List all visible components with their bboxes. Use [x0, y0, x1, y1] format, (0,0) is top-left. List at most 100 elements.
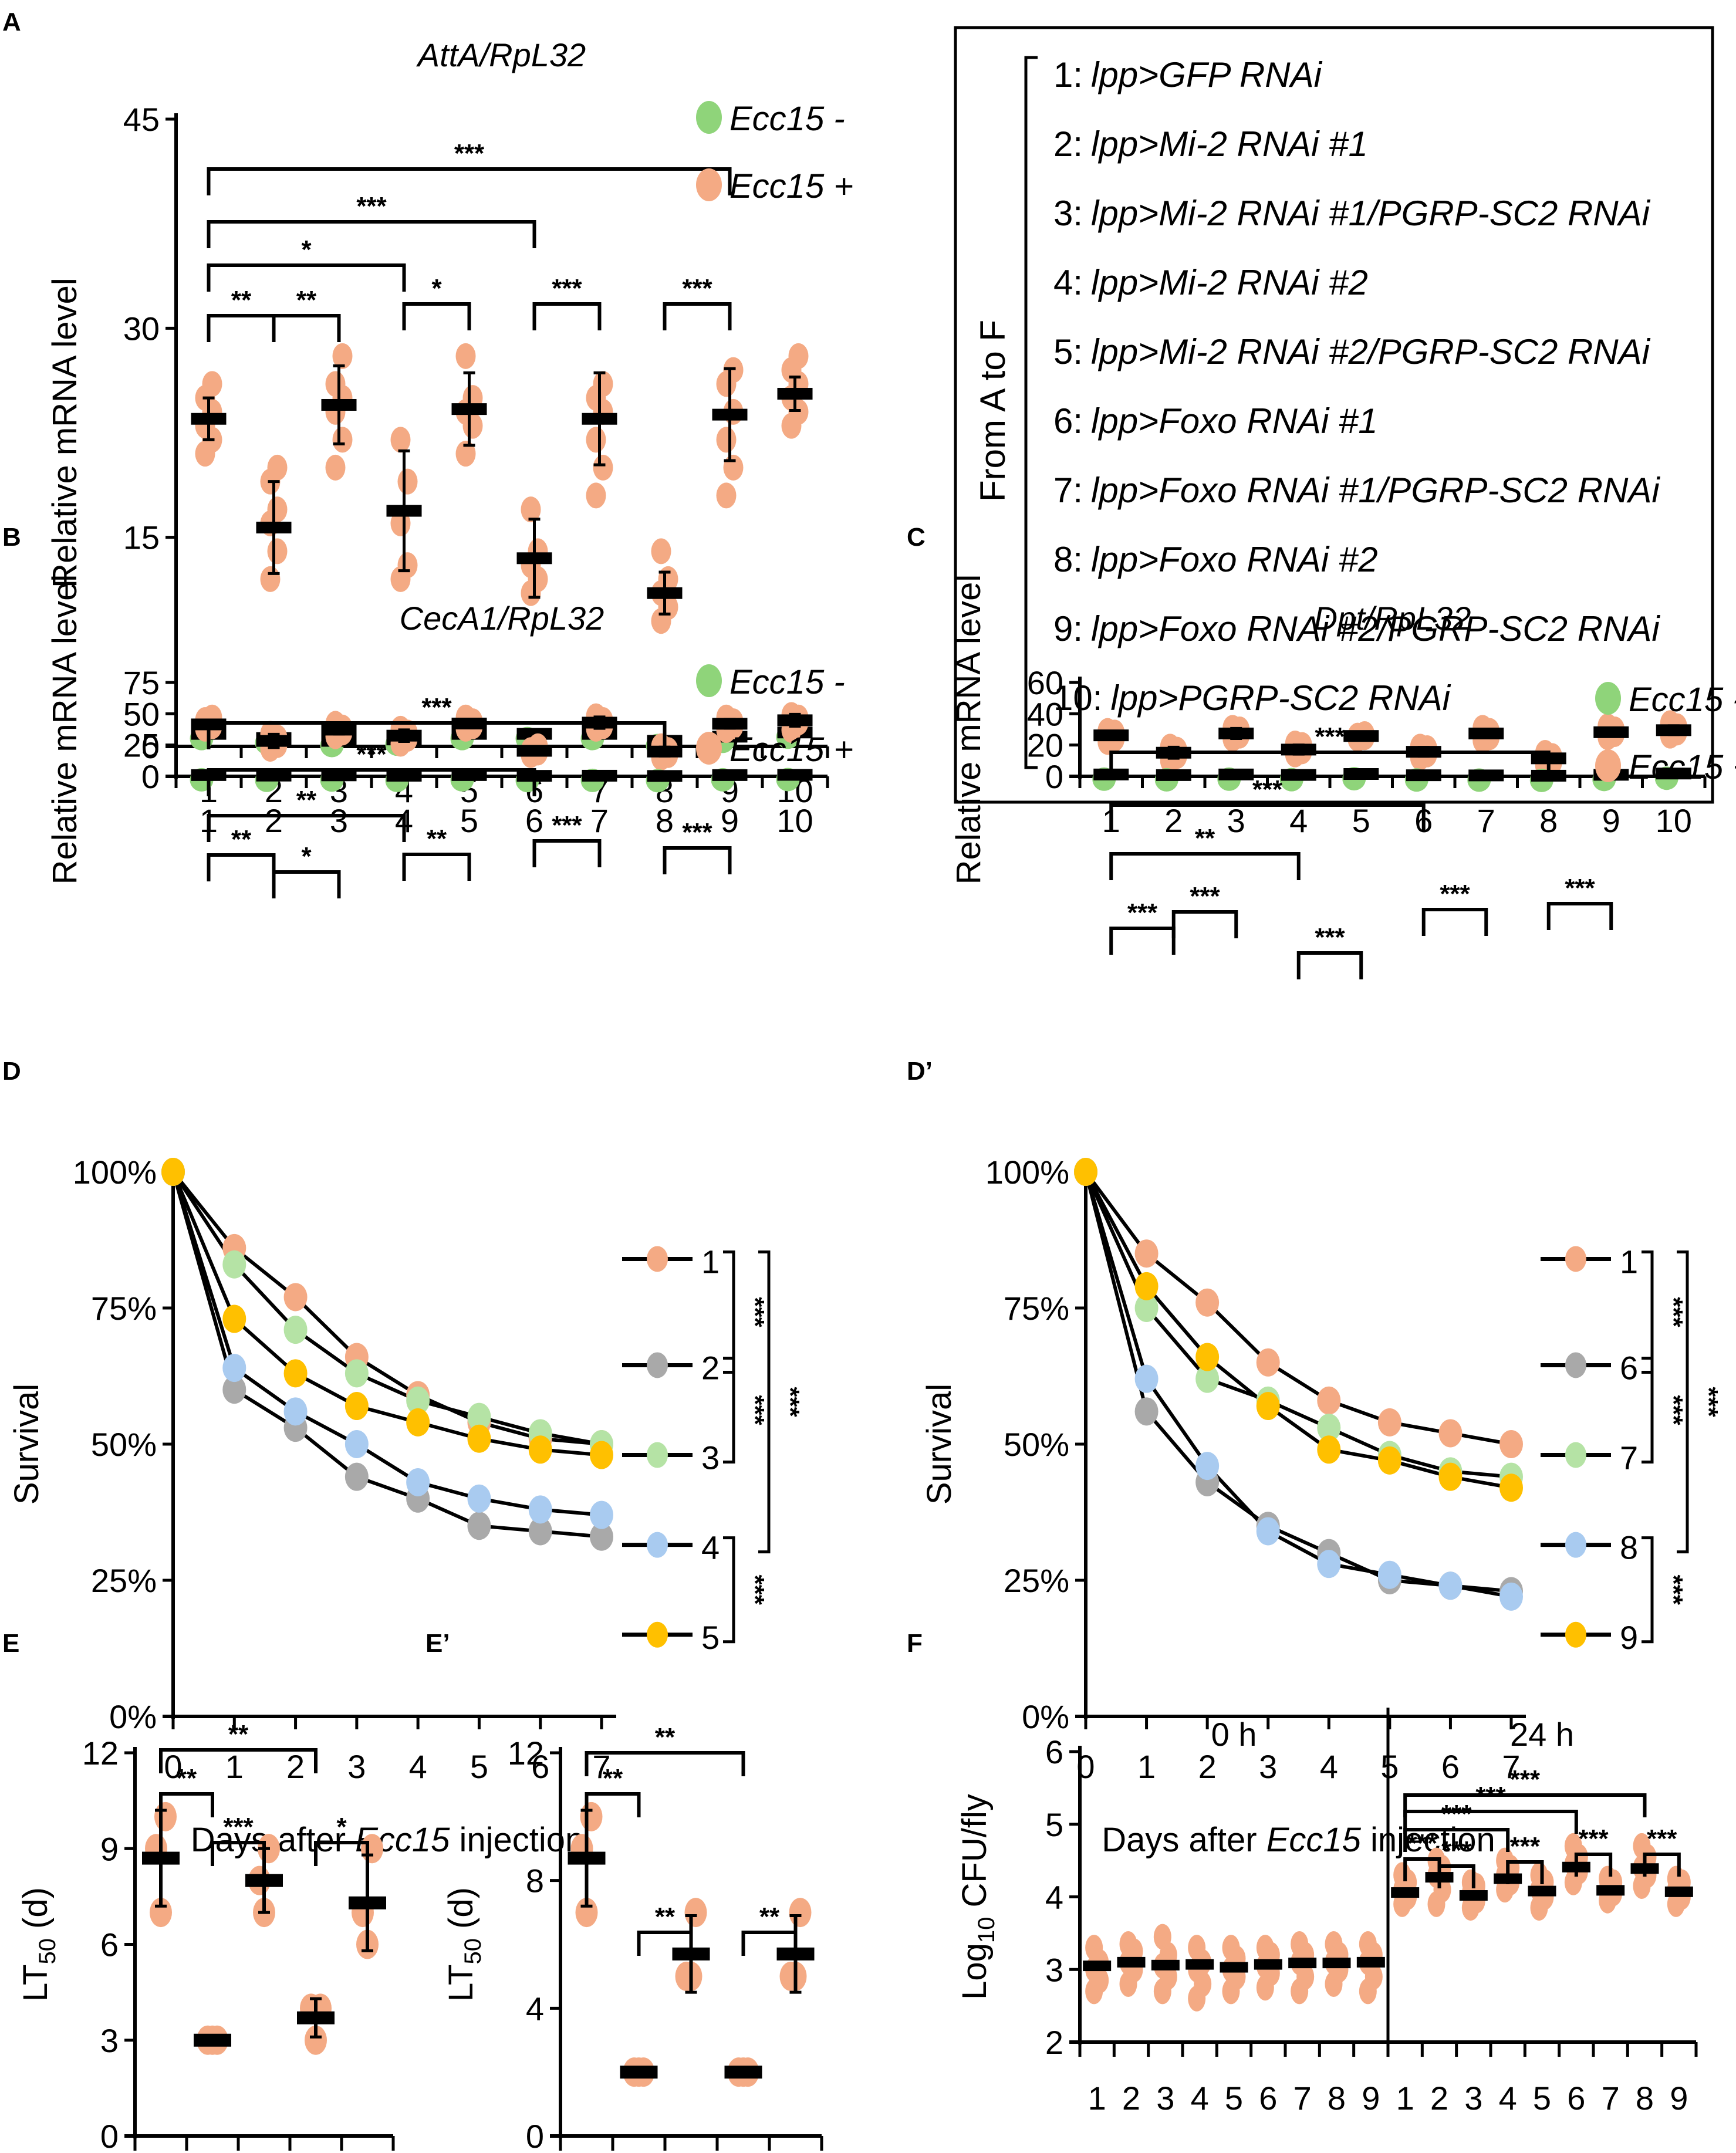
mean-bar-ecc15-plus — [1218, 727, 1254, 739]
data-point-series-8 — [1134, 1364, 1159, 1393]
data-point-series-1 — [1438, 1419, 1463, 1448]
data-point-series-5 — [467, 1424, 491, 1453]
significance-bracket — [663, 846, 732, 874]
mean-bar-ecc15-plus — [386, 729, 422, 742]
data-point-ecc15-plus — [788, 343, 809, 369]
x-axis-title-part: Days after — [1102, 1821, 1266, 1859]
key-entry-genotype: lpp>Foxo RNAi #2 — [1091, 540, 1378, 579]
data-point-series-3 — [467, 1402, 491, 1431]
data-point — [1393, 1862, 1411, 1888]
key-entry-genotype: lpp>Mi-2 RNAi #1 — [1091, 124, 1368, 164]
key-entry: 8: lpp>Foxo RNAi #2 — [1053, 540, 1378, 579]
significance-bracket — [585, 1792, 641, 1817]
legend-marker-ecc15-plus — [696, 732, 722, 765]
significance-bracket — [207, 853, 276, 881]
key-entry: 6: lpp>Foxo RNAi #1 — [1053, 401, 1378, 441]
significance-bracket — [1642, 1536, 1654, 1644]
data-point — [1564, 1833, 1582, 1859]
x-tick-label: 5 — [1533, 2080, 1551, 2117]
significance-label: *** — [741, 1297, 769, 1327]
significance-bracket — [272, 314, 341, 342]
significance-bracket — [1506, 1860, 1544, 1884]
x-tick-label: 1 — [1396, 2080, 1414, 2117]
significance-bracket — [207, 814, 406, 842]
x-tick-label: 9 — [1602, 802, 1620, 839]
significance-label: *** — [1475, 1782, 1506, 1810]
y-tick-label: 25% — [91, 1562, 157, 1599]
mean-bar-ecc15-plus — [712, 408, 748, 421]
panel-label-a: A — [2, 8, 21, 36]
significance-label: ** — [1195, 824, 1215, 853]
data-point-series-4 — [467, 1484, 491, 1513]
data-point-ecc15-plus — [332, 343, 353, 369]
x-tick-label: 6 — [1567, 2080, 1585, 2117]
y-tick-label: 25% — [1004, 1562, 1069, 1599]
y-tick-label: 0 — [1045, 758, 1063, 795]
legend-marker — [647, 1352, 668, 1378]
data-point-series-9 — [1074, 1158, 1097, 1186]
mean-bar-ecc15-minus — [647, 770, 683, 782]
data-point-ecc15-plus — [651, 538, 671, 565]
legend-marker — [1565, 1532, 1586, 1558]
chart-title: AttA/RpL32 — [416, 36, 586, 73]
data-point-series-8 — [1256, 1517, 1280, 1546]
legend-marker-ecc15-minus — [696, 101, 722, 134]
significance-label: *** — [1127, 898, 1158, 927]
x-tick-label: 6 — [1259, 2080, 1277, 2117]
data-point — [1291, 1931, 1309, 1957]
x-tick-label: 2 — [1430, 2080, 1448, 2117]
data-point-ecc15-plus — [593, 454, 613, 481]
mean-bar-ecc15-minus — [1281, 769, 1316, 781]
x-axis-title-part: injection — [450, 1821, 584, 1859]
mean-bar — [1254, 1959, 1282, 1970]
significance-label: ** — [655, 1902, 676, 1931]
data-point-series-4 — [283, 1397, 308, 1426]
panel-label-c: C — [907, 523, 926, 552]
legend-label: Ecc15 - — [729, 663, 845, 701]
x-tick-label: 10 — [1656, 802, 1692, 839]
panel-label-d: D — [2, 1057, 21, 1086]
x-tick-label: 3 — [330, 802, 348, 839]
y-tick-label: 3 — [100, 2022, 119, 2059]
significance-label: ** — [296, 286, 317, 315]
data-point-series-8 — [1317, 1550, 1341, 1579]
x-tick-label: 5 — [1225, 2080, 1243, 2117]
key-entry-genotype: lpp>Mi-2 RNAi #1/PGRP-SC2 RNAi — [1091, 194, 1651, 233]
x-tick-label: 1 — [225, 1748, 244, 1785]
key-entry-genotype: lpp>Mi-2 RNAi #2 — [1091, 263, 1368, 302]
x-tick-label: 6 — [1441, 1748, 1460, 1785]
key-entry-number: 10: — [1053, 678, 1102, 718]
significance-label: *** — [1315, 722, 1345, 751]
mean-bar-ecc15-minus — [1156, 769, 1191, 781]
significance-bracket — [532, 839, 602, 867]
key-entry-genotype: lpp>Foxo RNAi #1/PGRP-SC2 RNAi — [1091, 471, 1660, 510]
mean-bar-ecc15-minus — [1406, 769, 1441, 782]
data-point-series-1 — [283, 1283, 308, 1312]
significance-bracket — [211, 1841, 266, 1866]
y-tick-label: 0 — [141, 728, 160, 765]
significance-label: *** — [356, 192, 387, 221]
y-axis-title: Relative mRNA level — [46, 278, 84, 588]
data-point-series-8 — [1377, 1560, 1401, 1589]
mean-bar — [1459, 1890, 1488, 1901]
y-tick-label: 12 — [82, 1735, 119, 1772]
x-axis-title-part: injection — [1361, 1821, 1495, 1859]
y-tick-label: 6 — [100, 1926, 119, 1963]
data-point-series-9 — [1438, 1462, 1463, 1491]
mean-bar-ecc15-minus — [1468, 769, 1504, 782]
data-point-ecc15-plus — [325, 454, 346, 481]
data-point-series-3 — [345, 1359, 369, 1388]
key-bracket — [1024, 56, 1038, 769]
x-tick-label: 4 — [1499, 2080, 1517, 2117]
significance-label: *** — [682, 818, 712, 847]
data-point-series-2 — [590, 1522, 613, 1551]
significance-label: *** — [776, 1387, 805, 1417]
significance-bracket — [314, 1841, 369, 1866]
data-point — [684, 1898, 707, 1928]
legend-marker — [1565, 1352, 1586, 1378]
significance-bracket — [207, 220, 536, 248]
mean-bar — [1596, 1885, 1625, 1896]
legend-label: 8 — [1620, 1529, 1638, 1566]
